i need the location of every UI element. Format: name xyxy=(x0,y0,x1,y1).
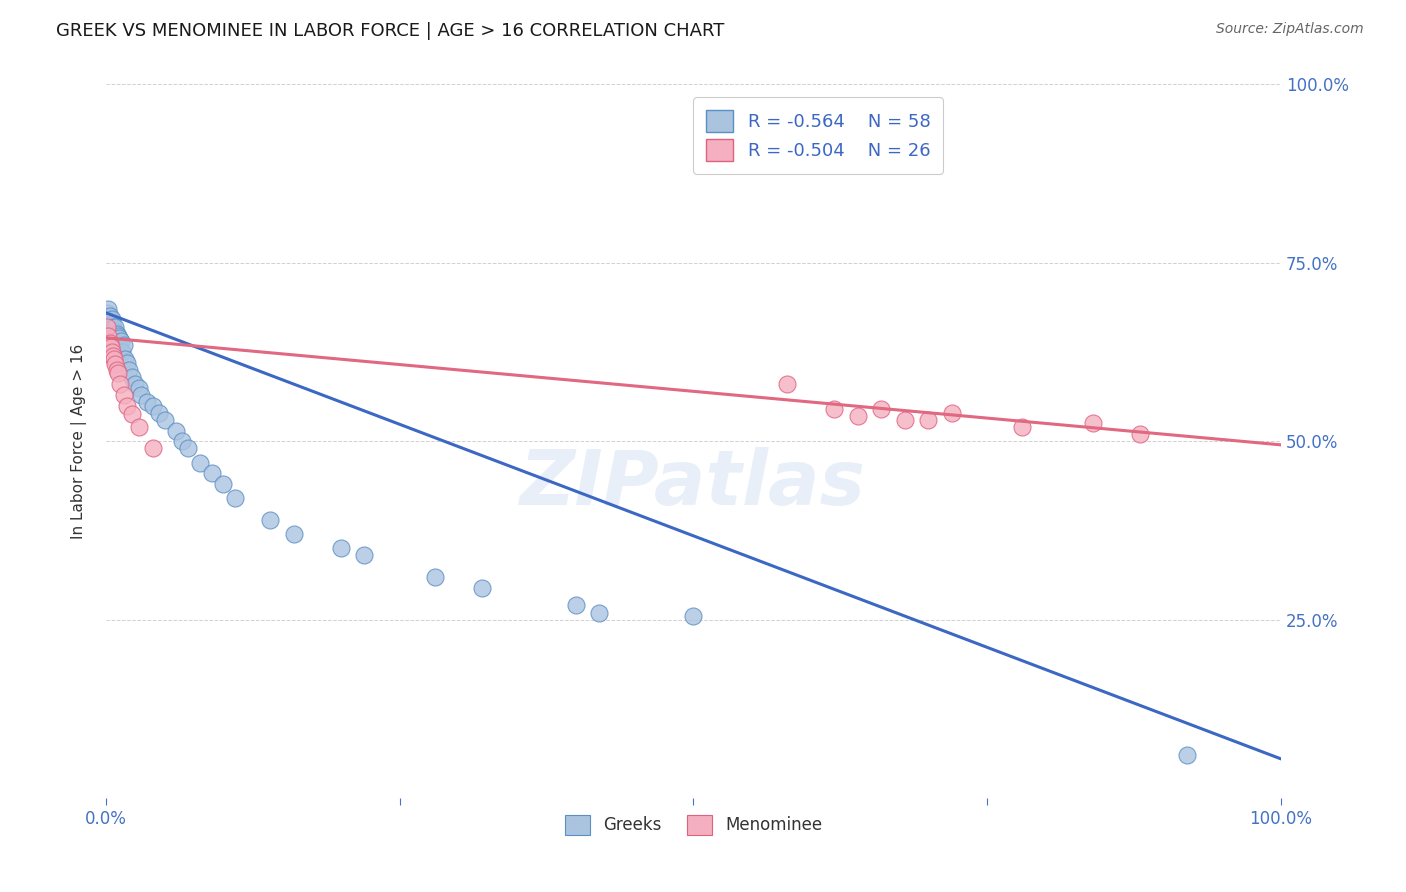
Point xyxy=(104,331,127,345)
Point xyxy=(172,434,194,449)
Point xyxy=(121,407,143,421)
Point xyxy=(97,317,120,331)
Point xyxy=(107,367,129,381)
Point xyxy=(112,338,135,352)
Point xyxy=(870,402,893,417)
Point xyxy=(103,324,125,338)
Point xyxy=(104,357,127,371)
Text: GREEK VS MENOMINEE IN LABOR FORCE | AGE > 16 CORRELATION CHART: GREEK VS MENOMINEE IN LABOR FORCE | AGE … xyxy=(56,22,724,40)
Point xyxy=(101,311,124,326)
Point xyxy=(565,599,588,613)
Point xyxy=(96,320,118,334)
Point xyxy=(100,340,122,354)
Point xyxy=(101,345,124,359)
Point xyxy=(98,309,121,323)
Point xyxy=(101,326,124,340)
Point xyxy=(917,413,939,427)
Point xyxy=(1175,748,1198,763)
Point xyxy=(97,302,120,317)
Legend: Greeks, Menominee: Greeks, Menominee xyxy=(557,806,831,843)
Point xyxy=(103,328,125,343)
Point xyxy=(588,606,610,620)
Point xyxy=(112,388,135,402)
Text: Source: ZipAtlas.com: Source: ZipAtlas.com xyxy=(1216,22,1364,37)
Point xyxy=(105,363,128,377)
Point xyxy=(118,363,141,377)
Point xyxy=(224,491,246,506)
Point xyxy=(894,413,917,427)
Point xyxy=(105,327,128,342)
Point xyxy=(128,381,150,395)
Point xyxy=(101,321,124,335)
Point xyxy=(148,406,170,420)
Point xyxy=(101,349,124,363)
Point xyxy=(330,541,353,556)
Point xyxy=(98,335,121,350)
Point xyxy=(166,424,188,438)
Point xyxy=(96,306,118,320)
Point xyxy=(105,334,128,349)
Point xyxy=(121,370,143,384)
Point xyxy=(111,345,134,359)
Point xyxy=(682,609,704,624)
Point xyxy=(201,467,224,481)
Point xyxy=(941,406,963,420)
Point xyxy=(776,377,799,392)
Point xyxy=(98,320,121,334)
Point xyxy=(100,324,122,338)
Point xyxy=(108,331,131,345)
Point xyxy=(177,442,200,456)
Point xyxy=(108,377,131,392)
Point xyxy=(100,318,122,333)
Point xyxy=(283,527,305,541)
Point xyxy=(1081,417,1104,431)
Point xyxy=(153,413,176,427)
Point xyxy=(107,328,129,343)
Point xyxy=(128,420,150,434)
Point xyxy=(115,399,138,413)
Point xyxy=(129,388,152,402)
Point xyxy=(114,352,136,367)
Point xyxy=(107,335,129,350)
Point xyxy=(96,310,118,324)
Point xyxy=(103,352,125,367)
Point xyxy=(100,313,122,327)
Point xyxy=(471,581,494,595)
Point xyxy=(101,317,124,331)
Point xyxy=(101,320,124,334)
Point xyxy=(108,342,131,356)
Point xyxy=(423,570,446,584)
Point xyxy=(136,395,159,409)
Point xyxy=(1129,427,1152,442)
Point xyxy=(104,320,127,334)
Text: ZIPatlas: ZIPatlas xyxy=(520,447,866,521)
Point xyxy=(1011,420,1033,434)
Point xyxy=(188,456,211,470)
Point xyxy=(110,334,132,349)
Point xyxy=(98,311,121,326)
Point xyxy=(97,328,120,343)
Point xyxy=(115,356,138,370)
Point xyxy=(142,399,165,413)
Point xyxy=(824,402,846,417)
Point xyxy=(98,314,121,328)
Point xyxy=(846,409,869,424)
Point xyxy=(97,313,120,327)
Point xyxy=(212,477,235,491)
Point xyxy=(124,377,146,392)
Point xyxy=(259,513,281,527)
Point xyxy=(353,549,375,563)
Y-axis label: In Labor Force | Age > 16: In Labor Force | Age > 16 xyxy=(72,343,87,539)
Point xyxy=(142,442,165,456)
